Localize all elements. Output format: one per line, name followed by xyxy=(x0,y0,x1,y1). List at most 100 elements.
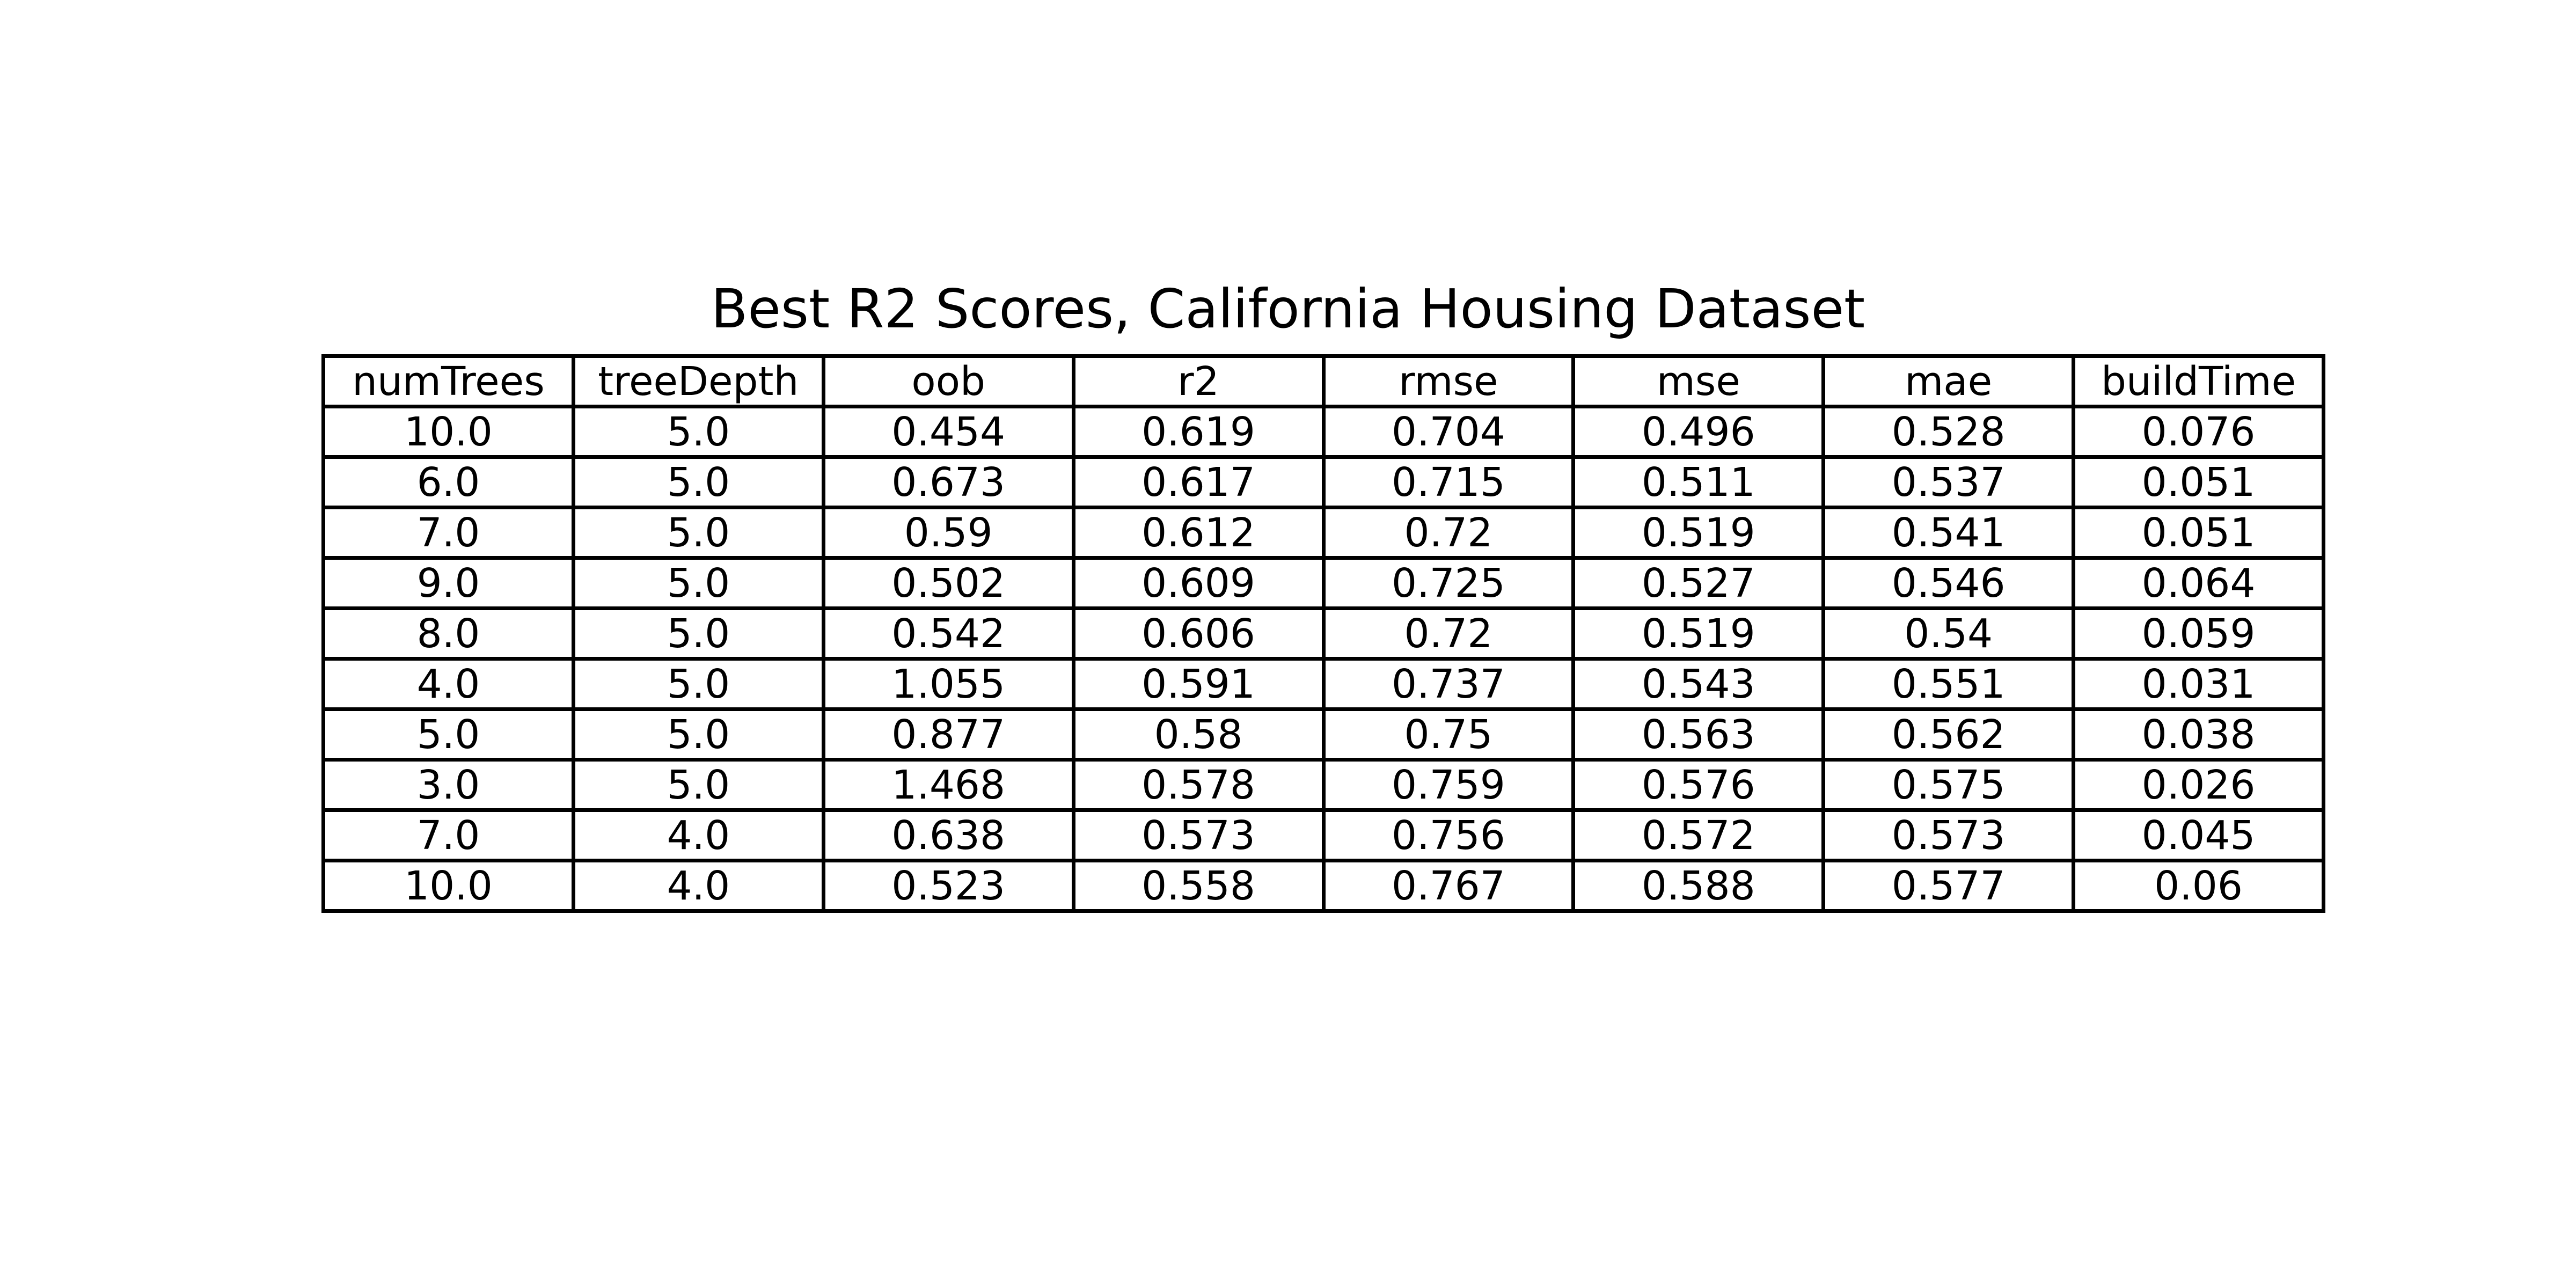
table-cell-treeDepth: 5.0 xyxy=(571,606,825,661)
table-row: 7.0 5.0 0.59 0.612 0.72 0.519 0.541 0.051 xyxy=(321,506,2325,560)
table-cell-mae: 0.537 xyxy=(1821,455,2076,509)
table-cell-r2: 0.612 xyxy=(1071,506,1326,560)
column-header-rmse: rmse xyxy=(1321,354,1576,408)
table-cell-buildTime: 0.045 xyxy=(2072,808,2325,862)
column-header-mae: mae xyxy=(1821,354,2076,408)
table-row: 8.0 5.0 0.542 0.606 0.72 0.519 0.54 0.059 xyxy=(321,606,2325,661)
table-cell-mae: 0.54 xyxy=(1821,606,2076,661)
table-cell-mse: 0.527 xyxy=(1571,556,1826,610)
table-cell-mae: 0.575 xyxy=(1821,758,2076,812)
table-cell-rmse: 0.72 xyxy=(1321,606,1576,661)
table-cell-mse: 0.563 xyxy=(1571,707,1826,762)
table-cell-numTrees: 7.0 xyxy=(321,808,575,862)
table-cell-oob: 0.673 xyxy=(821,455,1075,509)
table-cell-treeDepth: 5.0 xyxy=(571,758,825,812)
table-cell-mae: 0.541 xyxy=(1821,506,2076,560)
table-cell-r2: 0.591 xyxy=(1071,657,1326,711)
table-cell-r2: 0.606 xyxy=(1071,606,1326,661)
table-cell-buildTime: 0.06 xyxy=(2072,859,2325,913)
table-cell-mae: 0.562 xyxy=(1821,707,2076,762)
table-cell-buildTime: 0.051 xyxy=(2072,455,2325,509)
table-cell-rmse: 0.756 xyxy=(1321,808,1576,862)
table-cell-r2: 0.578 xyxy=(1071,758,1326,812)
table-cell-rmse: 0.72 xyxy=(1321,506,1576,560)
table-cell-numTrees: 6.0 xyxy=(321,455,575,509)
table-row: 3.0 5.0 1.468 0.578 0.759 0.576 0.575 0.026 xyxy=(321,758,2325,812)
table-cell-mse: 0.519 xyxy=(1571,506,1826,560)
column-header-treeDepth: treeDepth xyxy=(571,354,825,408)
table-cell-oob: 0.542 xyxy=(821,606,1075,661)
table-cell-buildTime: 0.076 xyxy=(2072,405,2325,459)
table-cell-treeDepth: 5.0 xyxy=(571,657,825,711)
table-cell-oob: 0.454 xyxy=(821,405,1075,459)
table-cell-mae: 0.546 xyxy=(1821,556,2076,610)
table-cell-mae: 0.528 xyxy=(1821,405,2076,459)
table-row: 10.0 4.0 0.523 0.558 0.767 0.588 0.577 0.06 xyxy=(321,859,2325,913)
table-cell-oob: 1.055 xyxy=(821,657,1075,711)
table-cell-r2: 0.619 xyxy=(1071,405,1326,459)
table-cell-oob: 0.59 xyxy=(821,506,1075,560)
table-cell-mae: 0.577 xyxy=(1821,859,2076,913)
table-cell-numTrees: 5.0 xyxy=(321,707,575,762)
column-header-mse: mse xyxy=(1571,354,1826,408)
header-row: numTrees treeDepth oob r2 rmse mse mae buildTim… xyxy=(321,354,2325,408)
table-cell-numTrees: 4.0 xyxy=(321,657,575,711)
table-cell-numTrees: 8.0 xyxy=(321,606,575,661)
table-cell-treeDepth: 4.0 xyxy=(571,808,825,862)
table-cell-r2: 0.573 xyxy=(1071,808,1326,862)
table-cell-mae: 0.573 xyxy=(1821,808,2076,862)
table-cell-oob: 1.468 xyxy=(821,758,1075,812)
table-cell-rmse: 0.704 xyxy=(1321,405,1576,459)
table-cell-buildTime: 0.059 xyxy=(2072,606,2325,661)
table-cell-mse: 0.519 xyxy=(1571,606,1826,661)
table-cell-treeDepth: 5.0 xyxy=(571,405,825,459)
table-row: 7.0 4.0 0.638 0.573 0.756 0.572 0.573 0.045 xyxy=(321,808,2325,862)
table-cell-mse: 0.572 xyxy=(1571,808,1826,862)
table-cell-treeDepth: 5.0 xyxy=(571,506,825,560)
table-cell-rmse: 0.75 xyxy=(1321,707,1576,762)
table-cell-mse: 0.511 xyxy=(1571,455,1826,509)
table-cell-rmse: 0.725 xyxy=(1321,556,1576,610)
table-cell-r2: 0.617 xyxy=(1071,455,1326,509)
table-row: 10.0 5.0 0.454 0.619 0.704 0.496 0.528 0.076 xyxy=(321,405,2325,459)
table-cell-mse: 0.588 xyxy=(1571,859,1826,913)
table-cell-oob: 0.638 xyxy=(821,808,1075,862)
table-cell-r2: 0.558 xyxy=(1071,859,1326,913)
table-cell-rmse: 0.759 xyxy=(1321,758,1576,812)
table-cell-mse: 0.576 xyxy=(1571,758,1826,812)
table-cell-mse: 0.543 xyxy=(1571,657,1826,711)
table-cell-mae: 0.551 xyxy=(1821,657,2076,711)
table-cell-numTrees: 10.0 xyxy=(321,859,575,913)
table-cell-buildTime: 0.038 xyxy=(2072,707,2325,762)
table-header: numTrees treeDepth oob r2 rmse mse mae buildTim… xyxy=(321,354,2325,408)
table-row: 4.0 5.0 1.055 0.591 0.737 0.543 0.551 0.031 xyxy=(321,657,2325,711)
table-cell-numTrees: 3.0 xyxy=(321,758,575,812)
table-cell-numTrees: 9.0 xyxy=(321,556,575,610)
column-header-oob: oob xyxy=(821,354,1075,408)
table-cell-buildTime: 0.064 xyxy=(2072,556,2325,610)
table-cell-oob: 0.523 xyxy=(821,859,1075,913)
table-title: Best R2 Scores, California Housing Datas… xyxy=(711,277,1865,340)
table-cell-buildTime: 0.031 xyxy=(2072,657,2325,711)
results-table: numTrees treeDepth oob r2 rmse mse mae buildTim… xyxy=(321,354,2325,913)
table-row: 5.0 5.0 0.877 0.58 0.75 0.563 0.562 0.038 xyxy=(321,707,2325,762)
table-body: 10.0 5.0 0.454 0.619 0.704 0.496 0.528 0.076 6.0… xyxy=(321,405,2325,913)
table-cell-r2: 0.58 xyxy=(1071,707,1326,762)
table-cell-r2: 0.609 xyxy=(1071,556,1326,610)
table-cell-buildTime: 0.051 xyxy=(2072,506,2325,560)
table-row: 9.0 5.0 0.502 0.609 0.725 0.527 0.546 0.064 xyxy=(321,556,2325,610)
table-cell-buildTime: 0.026 xyxy=(2072,758,2325,812)
table-cell-oob: 0.502 xyxy=(821,556,1075,610)
table-cell-rmse: 0.767 xyxy=(1321,859,1576,913)
column-header-r2: r2 xyxy=(1071,354,1326,408)
table-cell-oob: 0.877 xyxy=(821,707,1075,762)
table-cell-mse: 0.496 xyxy=(1571,405,1826,459)
table-cell-rmse: 0.737 xyxy=(1321,657,1576,711)
table-row: 6.0 5.0 0.673 0.617 0.715 0.511 0.537 0.051 xyxy=(321,455,2325,509)
column-header-numTrees: numTrees xyxy=(321,354,575,408)
table-cell-numTrees: 7.0 xyxy=(321,506,575,560)
table-cell-treeDepth: 5.0 xyxy=(571,556,825,610)
column-header-buildTime: buildTime xyxy=(2072,354,2325,408)
table-cell-treeDepth: 5.0 xyxy=(571,707,825,762)
